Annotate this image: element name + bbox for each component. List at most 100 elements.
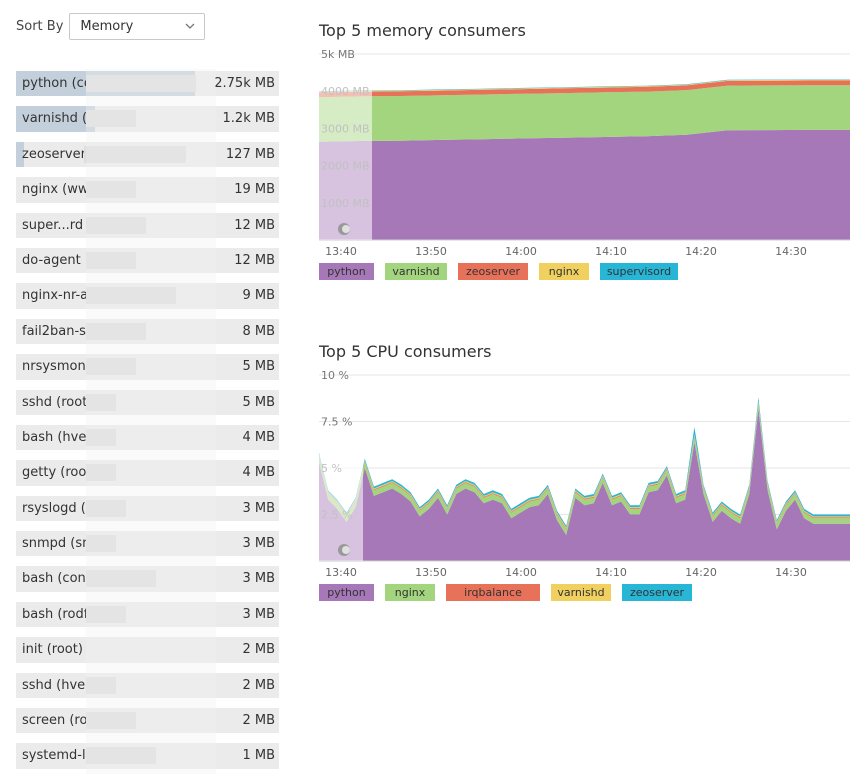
process-memory-value: 4 MB [242, 429, 275, 445]
process-name: do-agent ( [22, 252, 90, 268]
area-series-nginx [319, 402, 850, 535]
x-tick-label: 13:50 [415, 566, 447, 579]
area-series-python [319, 408, 850, 561]
process-name: nrsysmond [22, 359, 94, 375]
process-row[interactable]: super...rd 12 MB [16, 212, 279, 238]
process-row[interactable]: nrsysmond 5 MB [16, 354, 279, 380]
process-memory-value: 5 MB [242, 359, 275, 375]
process-row[interactable]: sshd (root 5 MB [16, 389, 279, 415]
process-memory-value: 2 MB [242, 642, 275, 658]
process-name: systemd-lo [22, 748, 94, 764]
legend-item-python[interactable]: python [319, 263, 374, 280]
process-memory-value: 8 MB [242, 323, 275, 339]
redacted-region [86, 712, 136, 730]
process-name: zeoserver [22, 146, 86, 162]
process-row[interactable]: zeoserver 127 MB [16, 141, 279, 168]
process-row[interactable]: init (root) 2 MB [16, 637, 279, 663]
legend-item-zeoserver[interactable]: zeoserver [622, 584, 692, 601]
legend-item-nginx[interactable]: nginx [539, 263, 589, 280]
process-name: rsyslogd (s [22, 500, 93, 516]
process-row[interactable]: varnishd (1.2k MB [16, 106, 279, 132]
redacted-region [86, 428, 116, 446]
loading-spinner-icon [338, 223, 350, 235]
redacted-region [86, 287, 176, 305]
legend-item-irqbalance[interactable]: irqbalance [446, 584, 540, 601]
process-row[interactable]: bash (hvel 4 MB [16, 424, 279, 451]
process-name: sshd (hvel [22, 677, 89, 693]
process-memory-bar [16, 106, 95, 132]
process-row[interactable]: sshd (hvel 2 MB [16, 672, 279, 699]
legend-item-zeoserver[interactable]: zeoserver [458, 263, 528, 280]
x-tick-label: 14:30 [775, 566, 807, 579]
redacted-region [86, 251, 136, 269]
process-name: super...rd [22, 217, 84, 233]
process-memory-value: 19 MB [234, 182, 275, 198]
process-row[interactable]: do-agent ( 12 MB [16, 247, 279, 274]
process-row[interactable]: bash (conv 3 MB [16, 566, 279, 592]
legend-item-supervisord[interactable]: supervisord [600, 263, 678, 280]
process-name: init (root) [22, 642, 83, 658]
process-row[interactable]: rsyslogd (s 3 MB [16, 495, 279, 522]
redacted-region [86, 393, 116, 411]
process-name: snmpd (sn [22, 536, 91, 552]
process-row[interactable]: screen (ro 2 MB [16, 708, 279, 734]
x-tick-label: 14:10 [595, 245, 627, 258]
process-memory-value: 12 MB [234, 252, 275, 268]
redacted-column [86, 69, 216, 774]
x-tick-label: 14:30 [775, 245, 807, 258]
process-name: nginx-nr-a [22, 288, 89, 304]
loading-spinner-icon [338, 544, 350, 556]
process-row[interactable]: fail2ban-se 8 MB [16, 318, 279, 345]
process-name: bash (hvel [22, 429, 90, 445]
redacted-region [86, 110, 136, 128]
redacted-region [86, 499, 126, 517]
process-name: nginx (ww [22, 182, 89, 198]
legend-item-nginx[interactable]: nginx [385, 584, 435, 601]
process-name: fail2ban-se [22, 323, 94, 339]
y-tick-label: 7.5 % [321, 416, 352, 429]
area-series-python [319, 129, 850, 240]
legend-item-varnishd[interactable]: varnishd [385, 263, 447, 280]
process-name: sshd (root [22, 394, 88, 410]
process-memory-value: 4 MB [242, 465, 275, 481]
cpu-chart-title: Top 5 CPU consumers [319, 342, 492, 361]
process-row[interactable]: nginx (ww 19 MB [16, 177, 279, 203]
process-row[interactable]: systemd-lo 1 MB [16, 743, 279, 769]
redacted-region [86, 181, 136, 199]
area-series-supervisord [319, 79, 850, 92]
x-tick-label: 14:00 [505, 566, 537, 579]
memory-chart: 5k MB4000 MB3000 MB2000 MB1000 MB13:4013… [319, 48, 850, 258]
process-memory-value: 3 MB [242, 606, 275, 622]
memory-chart-title: Top 5 memory consumers [319, 21, 526, 40]
process-row[interactable]: getty (roo 4 MB [16, 460, 279, 486]
process-memory-value: 5 MB [242, 394, 275, 410]
process-memory-value: 3 MB [242, 571, 275, 587]
legend-item-varnishd[interactable]: varnishd [551, 584, 611, 601]
memory-chart-legend: python varnishd zeoserver nginx supervisord [319, 263, 689, 280]
sort-by-select[interactable]: Memory [69, 13, 206, 40]
legend-item-python[interactable]: python [319, 584, 374, 601]
redacted-region [86, 216, 146, 234]
cpu-chart: 10 %7.5 %5 %2.5 %13:4013:5014:0014:1014:… [319, 369, 850, 579]
redacted-region [86, 570, 156, 588]
area-series-varnishd [319, 85, 850, 142]
sort-by-selected-value: Memory [80, 19, 134, 34]
process-row[interactable]: snmpd (sn 3 MB [16, 531, 279, 557]
area-series-zeoserver [319, 397, 850, 528]
redacted-region [86, 358, 136, 376]
process-row[interactable]: python (co 2.75k MB [16, 71, 279, 97]
redacted-region [86, 322, 146, 340]
process-name: screen (ro [22, 713, 88, 729]
process-memory-value: 127 MB [225, 146, 275, 162]
redacted-region [86, 464, 116, 482]
process-memory-value: 3 MB [242, 500, 275, 516]
process-name: getty (roo [22, 465, 87, 481]
y-tick-label: 10 % [321, 369, 349, 382]
x-tick-label: 14:20 [685, 566, 717, 579]
process-name: python (co [22, 76, 92, 91]
redacted-region [86, 75, 196, 92]
y-tick-label: 5k MB [321, 48, 355, 61]
process-row[interactable]: bash (rodf 3 MB [16, 601, 279, 628]
process-row[interactable]: nginx-nr-a 9 MB [16, 283, 279, 309]
redacted-region [84, 145, 186, 163]
